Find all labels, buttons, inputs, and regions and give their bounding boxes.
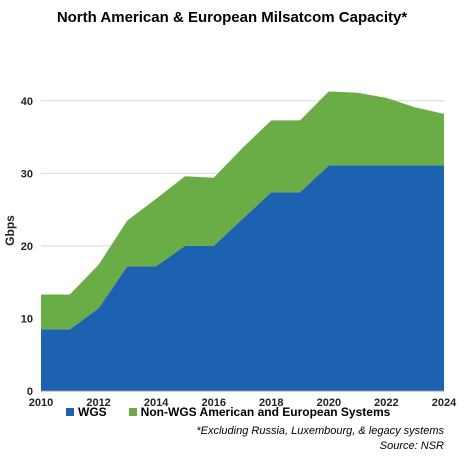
x-tick-label-2012: 2012 — [86, 397, 110, 409]
chart-title: North American & European Milsatcom Capa… — [56, 9, 408, 26]
area-wgs — [41, 165, 444, 391]
legend-label-non-wgs: Non-WGS American and European Systems — [140, 405, 391, 419]
source-text: Source: NSR — [379, 440, 444, 452]
legend-item-non-wgs: Non-WGS American and European Systems — [128, 405, 391, 419]
x-tick-label-2018: 2018 — [259, 397, 283, 409]
x-tick-label-2024: 2024 — [432, 397, 457, 409]
y-axis-ticks: 0 10 20 30 40 — [21, 96, 33, 398]
x-axis-ticks: 2010 2012 2014 2016 2018 2020 2022 2024 — [29, 397, 457, 409]
y-tick-label-0: 0 — [27, 386, 33, 398]
legend-item-wgs: WGS — [66, 405, 107, 419]
legend-label-wgs: WGS — [78, 405, 107, 419]
x-tick-label-2010: 2010 — [29, 397, 53, 409]
legend-swatch-non-wgs — [128, 408, 137, 416]
y-tick-label-40: 40 — [21, 96, 33, 108]
footnote-block: *Excluding Russia, Luxembourg, & legacy … — [196, 424, 444, 454]
area-non-wgs — [41, 91, 444, 330]
x-tick-label-2014: 2014 — [144, 397, 169, 409]
x-tick-label-2016: 2016 — [201, 397, 225, 409]
y-tick-label-20: 20 — [21, 241, 33, 253]
x-tick-label-2022: 2022 — [374, 397, 398, 409]
x-tick-label-2020: 2020 — [317, 397, 341, 409]
y-axis-label: Gbps — [3, 215, 17, 246]
area-series — [41, 91, 444, 391]
y-tick-label-10: 10 — [21, 313, 33, 325]
footnote-text: *Excluding Russia, Luxembourg, & legacy … — [196, 425, 444, 437]
legend-swatch-wgs — [66, 408, 74, 416]
y-tick-label-30: 30 — [21, 168, 33, 180]
legend: WGS Non-WGS American and European System… — [66, 405, 412, 419]
